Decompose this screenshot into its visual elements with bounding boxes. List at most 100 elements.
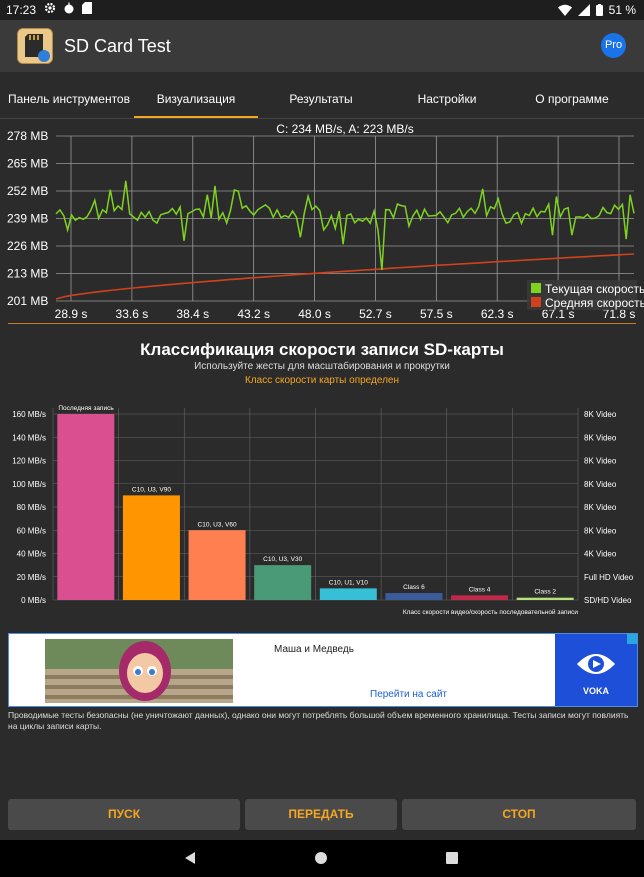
start-button[interactable]: ПУСК [8,799,240,830]
class-bar-label: Class 4 [469,586,491,593]
class-bar-label: Class 6 [403,584,425,591]
ad-image[interactable] [45,639,233,703]
ad-brand-logo[interactable]: VOKA [555,634,637,706]
speed-line-chart[interactable]: 278 MB 265 MB 252 MB 239 MB 226 MB 213 MB 201 … [0,118,644,324]
app-bar: SD Card Test Pro [0,20,644,72]
current-speed-line [55,180,635,271]
tab-results[interactable]: Результаты [289,92,353,106]
gear-icon [44,2,56,14]
class-bar [122,495,180,600]
status-time: 17:23 [6,3,37,17]
signal-icon [577,4,590,16]
class-bar [254,565,312,600]
ad-brand-name: VOKA [582,686,609,696]
speed-y-tick: 252 MB [7,184,48,198]
eye-icon [577,654,615,674]
speed-x-tick: 71.8 s [603,307,636,321]
class-right-tick: 8K Video [584,457,617,466]
speed-chart-header: C: 234 MB/s, A: 223 MB/s [276,122,413,136]
class-bar [516,597,574,600]
ad-link[interactable]: Перейти на сайт [370,689,447,700]
class-y-tick: 160 MB/s [12,410,46,419]
navigation-bar [0,840,644,877]
disclaimer-text: Проводимые тесты безопасны (не уничтожаю… [8,710,629,731]
speed-x-tick: 67.1 s [542,307,575,321]
speed-x-tick: 43.2 s [237,307,270,321]
speed-x-tick: 33.6 s [116,307,149,321]
class-right-tick: 8K Video [584,410,617,419]
share-button[interactable]: ПЕРЕДАТЬ [245,799,397,830]
speed-y-tick: 226 MB [7,239,48,253]
tab-settings[interactable]: Настройки [417,92,477,106]
speed-x-tick: 57.5 s [420,307,453,321]
class-bar-label: Class 2 [534,589,556,596]
legend-current-label: Текущая скорость [545,282,644,296]
speed-x-tick: 52.7 s [359,307,392,321]
class-bar [319,588,377,600]
class-right-tick: 8K Video [584,526,617,535]
battery-percent: 51 % [608,3,636,17]
stop-button[interactable]: СТОП [402,799,636,830]
ad-info-icon[interactable] [627,634,637,644]
battery-icon [595,4,603,16]
speed-chart-legend: Текущая скорость Средняя скорость [527,280,644,310]
class-y-tick: 140 MB/s [12,433,46,442]
class-bar-label: C10, U3, V60 [198,521,237,528]
app-logo-icon [17,28,53,64]
back-icon[interactable] [183,851,197,865]
speed-x-tick: 48.0 s [298,307,331,321]
recents-icon[interactable] [445,851,459,865]
tab-about[interactable]: О программе [535,92,609,106]
wifi-icon [557,4,572,16]
class-bar-label: Последняя запись [58,405,114,412]
class-right-tick: 8K Video [584,433,617,442]
class-y-tick: 0 MB/s [21,596,46,605]
legend-current-swatch [531,283,541,293]
tab-visualization[interactable]: Визуализация [134,72,258,118]
class-y-tick: 20 MB/s [17,573,46,582]
app-title: SD Card Test [64,36,171,56]
pro-button[interactable]: Pro [601,33,626,58]
average-speed-line [55,253,635,300]
sd-card-icon [82,2,92,14]
class-right-tick: Full HD Video [584,573,634,582]
class-bar [385,593,443,600]
home-icon[interactable] [314,851,328,865]
speed-x-tick: 28.9 s [55,307,88,321]
class-chart-status: Класс скорости карты определен [244,375,400,386]
section-divider [8,323,636,324]
legend-average-label: Средняя скорость [545,296,644,310]
speed-y-tick: 201 MB [7,294,48,308]
class-y-tick: 40 MB/s [17,550,46,559]
class-y-tick: 120 MB/s [12,457,46,466]
class-bar-label: C10, U3, V90 [132,486,171,493]
class-bar [57,414,115,600]
class-y-tick: 80 MB/s [17,503,46,512]
class-bar [451,595,509,600]
ad-title[interactable]: Маша и Медведь [274,644,354,655]
speed-x-tick: 38.4 s [176,307,209,321]
class-y-tick: 60 MB/s [17,526,46,535]
android-icon [64,2,74,14]
legend-average-swatch [531,297,541,307]
speed-x-tick: 62.3 s [481,307,514,321]
class-bar-label: C10, U3, V30 [263,556,302,563]
ad-banner[interactable]: Маша и Медведь Перейти на сайт VOKA [8,633,638,707]
class-bar [188,530,246,600]
class-right-tick: 8K Video [584,480,617,489]
tab-bar: Панель инструментов Визуализация Результ… [0,72,644,119]
class-right-tick: 8K Video [584,503,617,512]
class-chart-xlabel: Класс скорости видео/скорость последоват… [403,608,579,616]
class-y-tick: 100 MB/s [12,480,46,489]
speed-class-bar-chart[interactable]: 0 MB/s SD/HD Video 20 MB/s Full HD Video 40 … [0,398,644,620]
tab-dashboard[interactable]: Панель инструментов [8,92,130,106]
class-chart-title: Классификация скорости записи SD-карты [140,340,504,359]
class-right-tick: 4K Video [584,550,617,559]
class-bar-label: C10, U1, V10 [329,579,368,586]
speed-y-tick: 239 MB [7,212,48,226]
speed-y-tick: 265 MB [7,157,48,171]
speed-y-tick: 278 MB [7,129,48,143]
speed-y-tick: 213 MB [7,267,48,281]
status-bar: 17:23 51 % [0,0,644,20]
class-chart-subtitle: Используйте жесты для масштабирования и … [194,361,450,372]
